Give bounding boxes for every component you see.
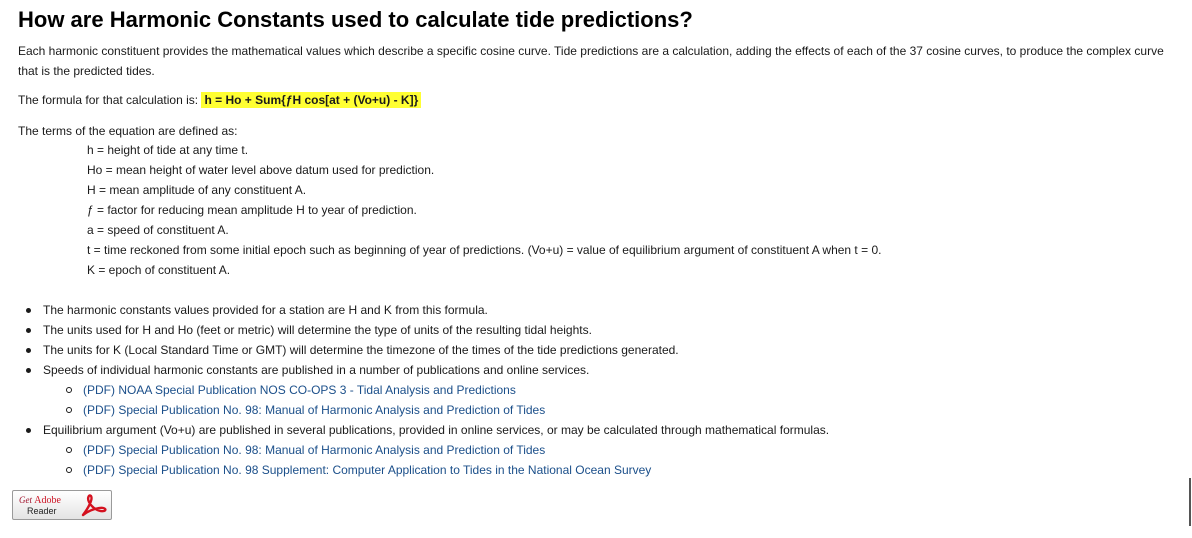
sub-list-item: (PDF) Special Publication No. 98: Manual…	[18, 400, 829, 420]
sub-list-item: (PDF) Special Publication No. 98: Manual…	[18, 440, 829, 460]
scrollbar-edge	[1189, 478, 1191, 526]
get-adobe-reader-button[interactable]: Get Adobe Reader	[12, 490, 112, 520]
term-ho: Ho = mean height of water level above da…	[87, 163, 435, 177]
term-amplitude: H = mean amplitude of any constituent A.	[87, 183, 307, 197]
badge-reader-label: Reader	[27, 506, 57, 516]
list-item: Equilibrium argument (Vo+u) are publishe…	[18, 420, 829, 440]
bullet-list: The harmonic constants values provided f…	[18, 300, 829, 480]
terms-intro: The terms of the equation are defined as…	[18, 124, 238, 138]
list-item: The units for K (Local Standard Time or …	[18, 340, 829, 360]
link-special-publication-98-b[interactable]: (PDF) Special Publication No. 98: Manual…	[83, 443, 546, 457]
link-special-publication-98-supplement[interactable]: (PDF) Special Publication No. 98 Supplem…	[83, 463, 652, 477]
badge-adobe-label: Adobe	[34, 495, 61, 506]
link-nos-coops-3[interactable]: (PDF) NOAA Special Publication NOS CO-OP…	[83, 383, 516, 397]
intro-paragraph: Each harmonic constituent provides the m…	[18, 44, 1164, 78]
formula-highlight: h = Ho + Sum{ƒH cos[at + (Vo+u) - K]}	[201, 92, 422, 108]
badge-get-label: Get	[19, 495, 32, 505]
term-speed: a = speed of constituent A.	[87, 223, 229, 237]
link-special-publication-98[interactable]: (PDF) Special Publication No. 98: Manual…	[83, 403, 546, 417]
badge-get-text: Get Adobe	[19, 495, 61, 506]
adobe-reader-icon	[81, 494, 107, 517]
terms-list: h = height of tide at any time t. Ho = m…	[87, 140, 881, 280]
term-epoch: K = epoch of constituent A.	[87, 263, 231, 277]
list-item: The units used for H and Ho (feet or met…	[18, 320, 829, 340]
formula-label: The formula for that calculation is:	[18, 93, 199, 107]
sub-list-item: (PDF) Special Publication No. 98 Supplem…	[18, 460, 829, 480]
formula-line: The formula for that calculation is: h =…	[18, 90, 422, 110]
term-h: h = height of tide at any time t.	[87, 143, 249, 157]
term-time: t = time reckoned from some initial epoc…	[87, 243, 882, 257]
page-title: How are Harmonic Constants used to calcu…	[18, 7, 693, 32]
list-item: The harmonic constants values provided f…	[18, 300, 829, 320]
term-factor: ƒ = factor for reducing mean amplitude H…	[87, 203, 417, 217]
sub-list-item: (PDF) NOAA Special Publication NOS CO-OP…	[18, 380, 829, 400]
list-item: Speeds of individual harmonic constants …	[18, 360, 829, 380]
